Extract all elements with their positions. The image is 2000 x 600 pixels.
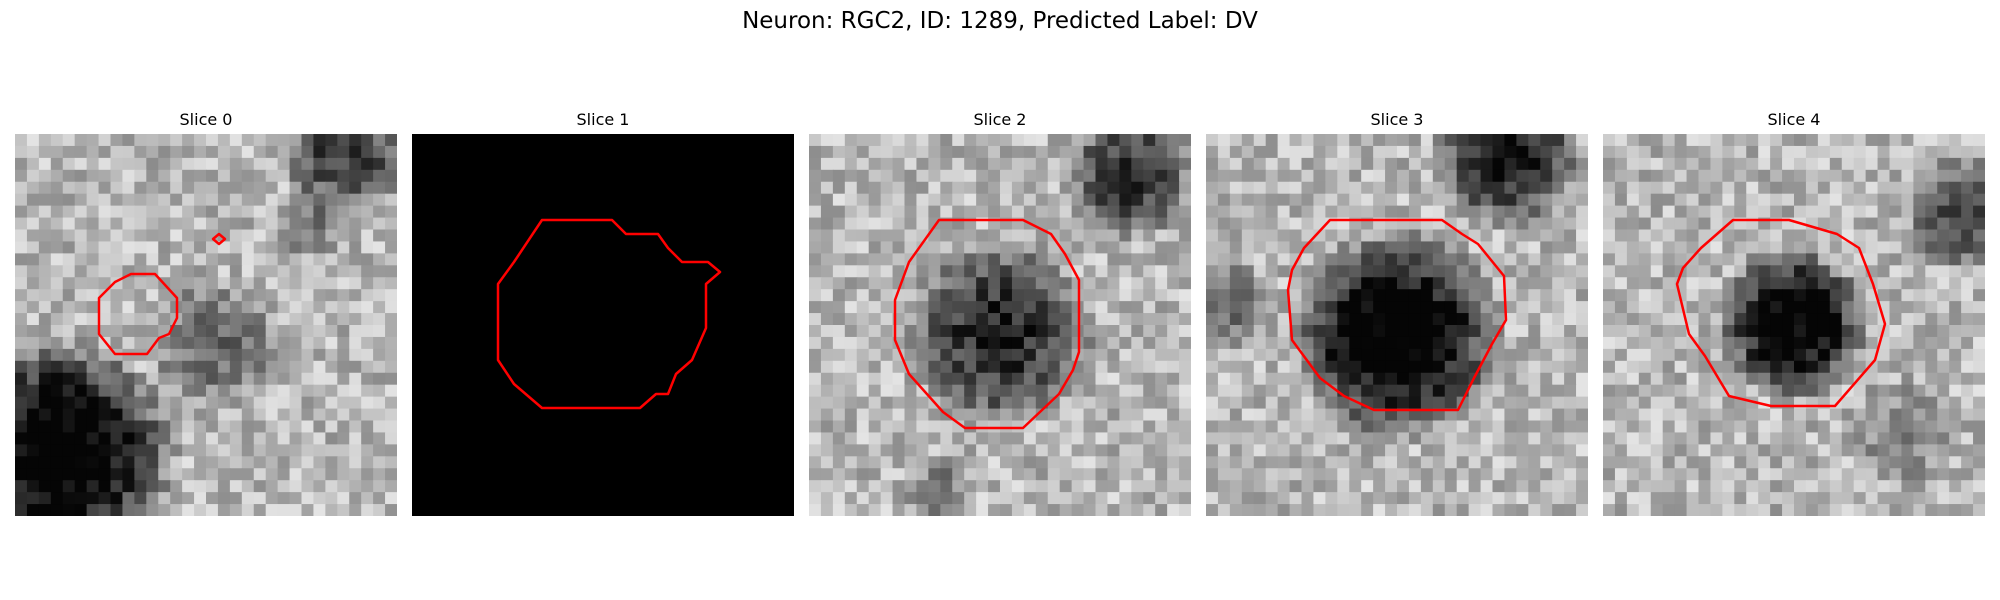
panel-title-slice-4: Slice 4 [1767, 110, 1821, 129]
panel-title-slice-1: Slice 1 [576, 110, 630, 129]
panel-title-slice-0: Slice 0 [179, 110, 233, 129]
segmentation-contour-0 [496, 218, 722, 410]
pixel-grid [809, 134, 1191, 516]
panel-slice-4: Slice 4 [1603, 110, 1985, 516]
pixel-grid [1603, 134, 1985, 516]
slice-4-image [1603, 134, 1985, 516]
panel-title-slice-3: Slice 3 [1370, 110, 1424, 129]
segmentation-contour-0 [1675, 218, 1887, 408]
panel-slice-2: Slice 2 [809, 110, 1191, 516]
pixel-grid [15, 134, 397, 516]
slice-2-image [809, 134, 1191, 516]
panel-slice-1: Slice 1 [412, 110, 794, 516]
segmentation-contour-0 [97, 272, 179, 356]
slice-background [412, 134, 794, 516]
panel-title-slice-2: Slice 2 [973, 110, 1027, 129]
slice-3-image [1206, 134, 1588, 516]
panel-slice-3: Slice 3 [1206, 110, 1588, 516]
segmentation-contour-0 [893, 218, 1081, 430]
segmentation-contour-0 [1286, 218, 1508, 412]
figure-title: Neuron: RGC2, ID: 1289, Predicted Label:… [742, 8, 1258, 34]
panel-slice-0: Slice 0 [15, 110, 397, 516]
segmentation-contour-1 [211, 232, 227, 246]
pixel-grid [1206, 134, 1588, 516]
slice-1-image [412, 134, 794, 516]
slice-0-image [15, 134, 397, 516]
